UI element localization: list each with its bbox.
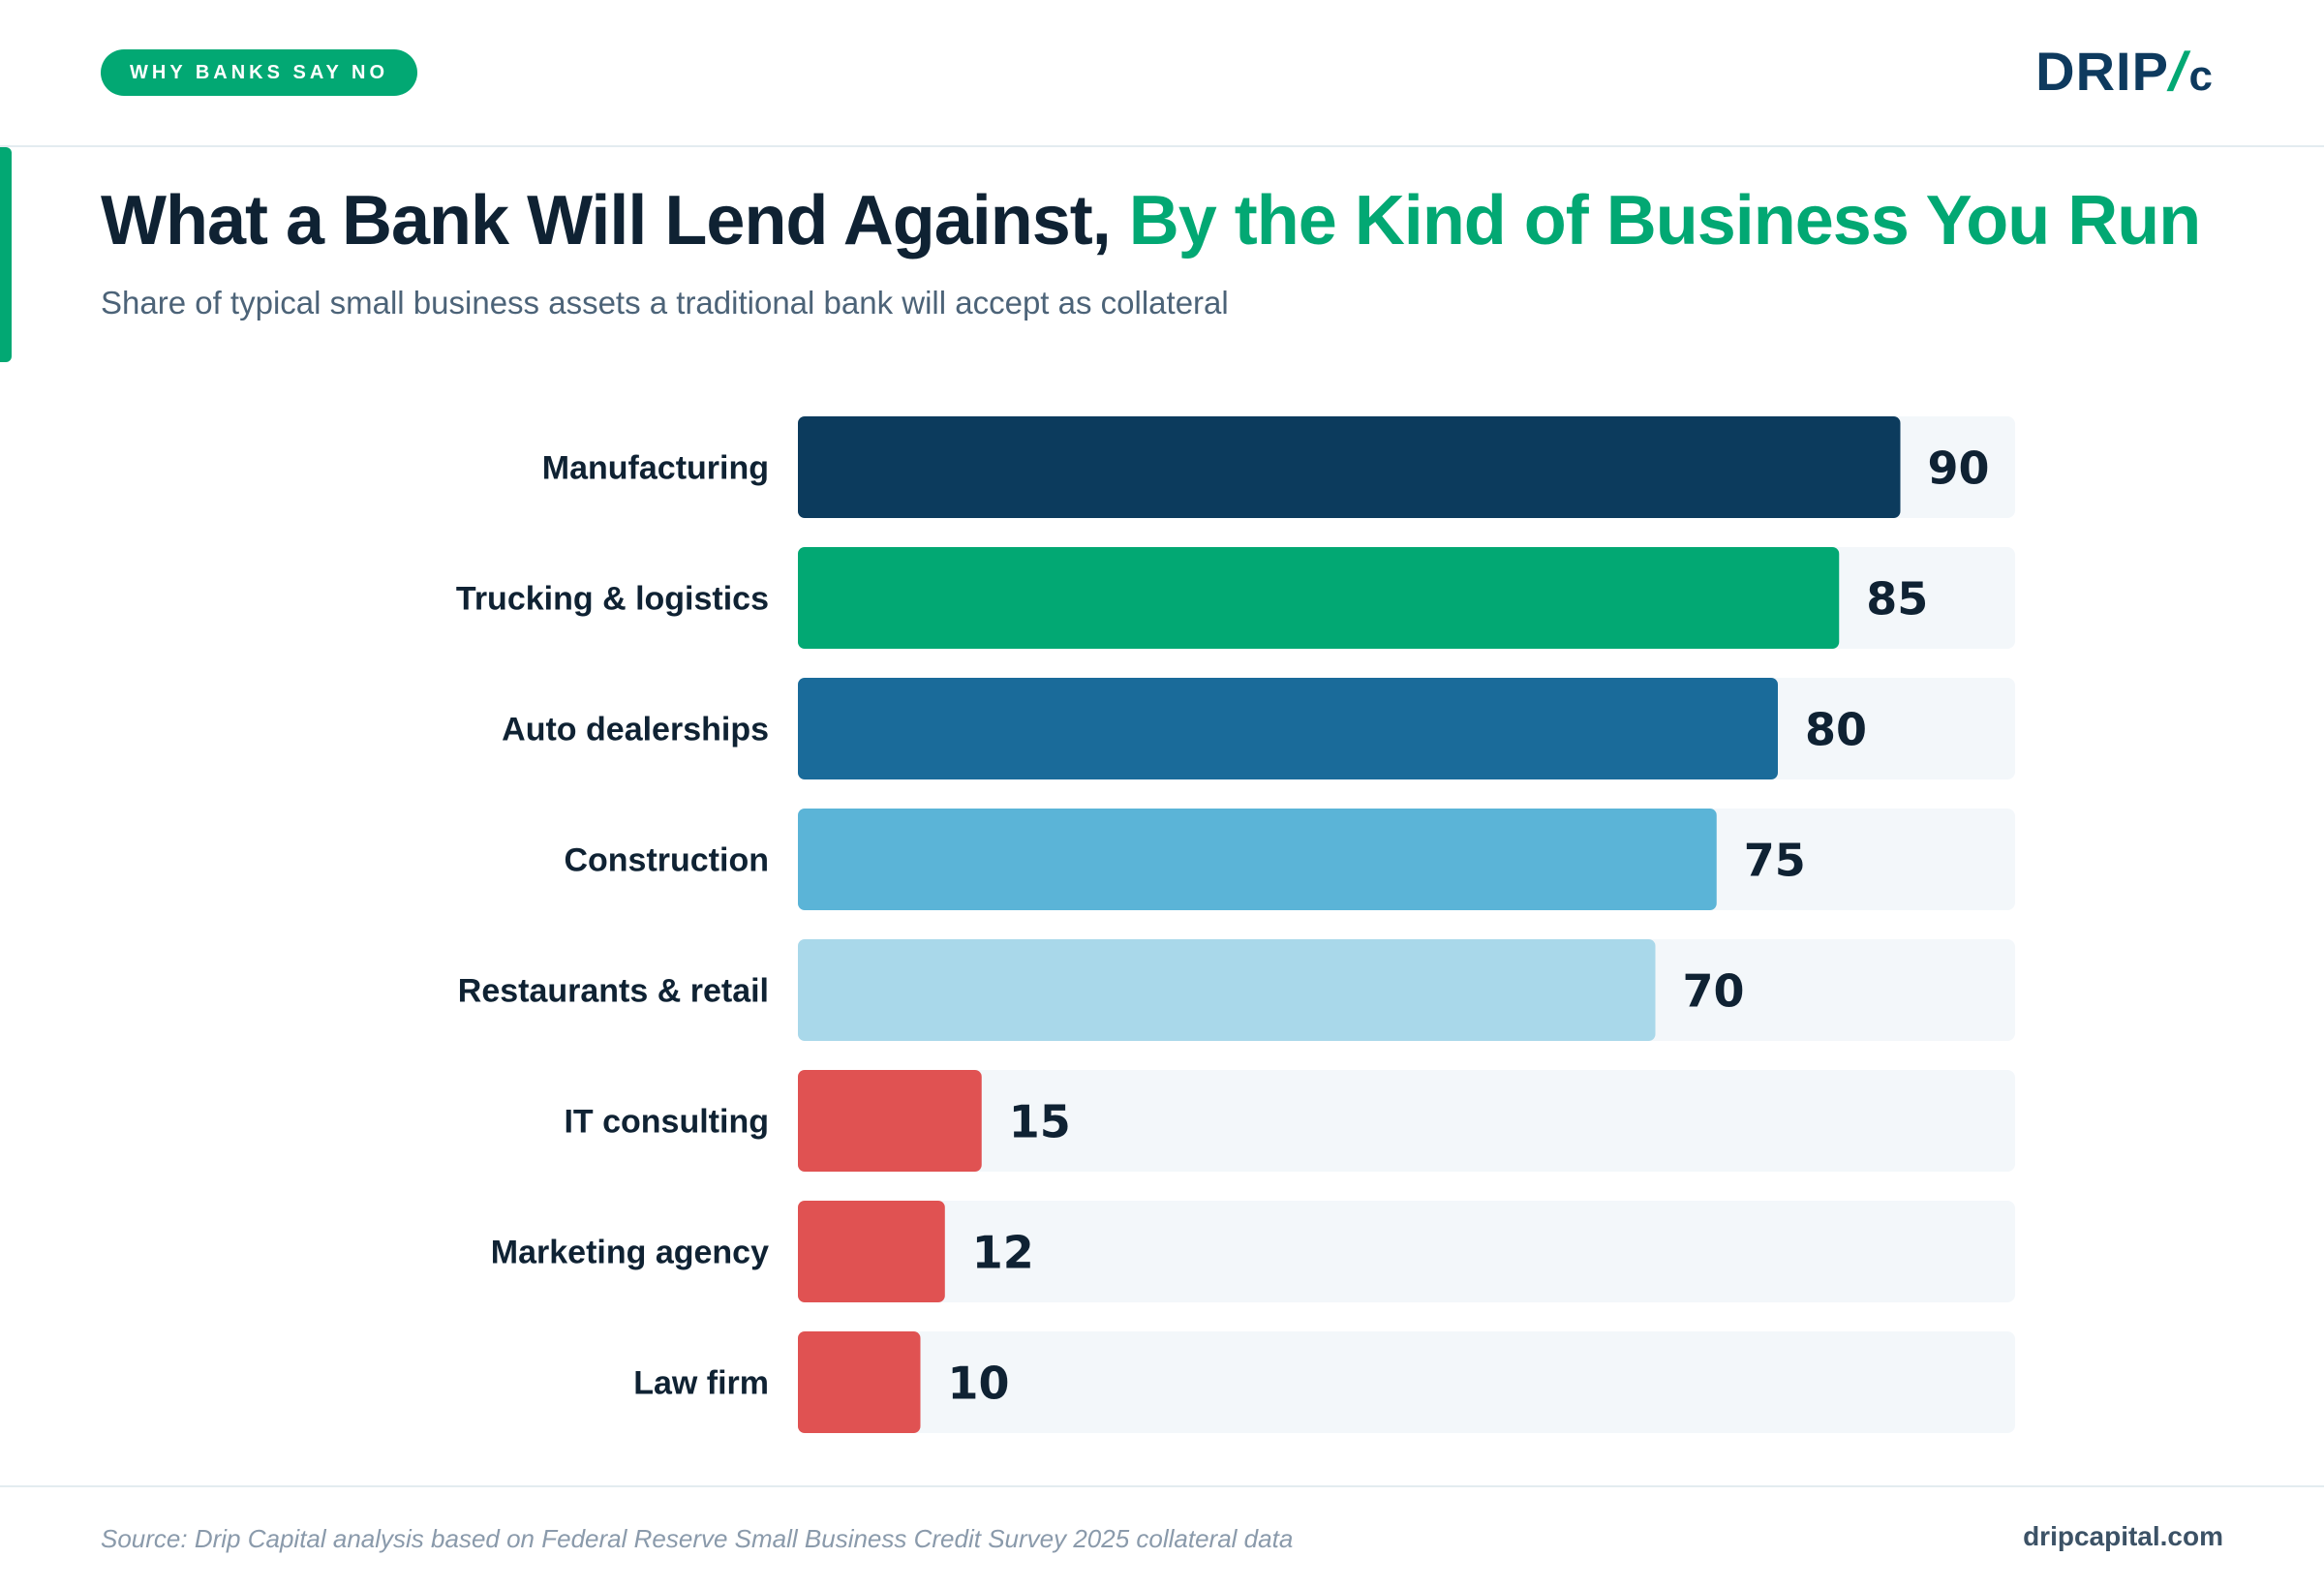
category-label-restaurants-retail: Restaurants & retail: [458, 973, 769, 1010]
title-part-green: By the Kind of Business You Run: [1128, 182, 2201, 260]
category-label-auto-dealerships: Auto dealerships: [502, 712, 769, 748]
category-label-marketing-agency: Marketing agency: [491, 1235, 769, 1271]
value-label-construction: 75: [1744, 835, 1806, 887]
source-note: Source: Drip Capital analysis based on F…: [101, 1524, 1294, 1553]
category-tag: WHY BANKS SAY NO: [101, 49, 418, 96]
chart-title: What a Bank Will Lend Against, By the Ki…: [101, 180, 2201, 261]
drip-capital-logo[interactable]: DRIP/c: [2035, 41, 2214, 102]
value-label-restaurants-retail: 70: [1683, 965, 1745, 1018]
bar-chart: Manufacturing 90 Trucking & logistics 85 Aut…: [456, 416, 2015, 1433]
bar-marketing-agency: [798, 1201, 945, 1302]
bar-it-consulting: [798, 1070, 982, 1172]
category-label-manufacturing: Manufacturing: [542, 450, 769, 487]
bar-manufacturing: [798, 416, 1901, 518]
title-part-dark: What a Bank Will Lend Against,: [101, 182, 1129, 260]
category-label-law-firm: Law firm: [633, 1365, 769, 1402]
value-label-marketing-agency: 12: [972, 1227, 1034, 1279]
chart-subtitle: Share of typical small business assets a…: [101, 285, 1229, 321]
bar-track-it-consulting: [798, 1070, 2015, 1172]
accent-bar: [0, 147, 12, 362]
value-label-auto-dealerships: 80: [1805, 704, 1867, 756]
category-label-trucking-logistics: Trucking & logistics: [456, 581, 769, 618]
value-label-law-firm: 10: [948, 1358, 1010, 1410]
bar-auto-dealerships: [798, 678, 1778, 779]
bar-track-marketing-agency: [798, 1201, 2015, 1302]
value-label-manufacturing: 90: [1928, 443, 1990, 495]
bar-track-law-firm: [798, 1331, 2015, 1433]
footer-divider: [0, 1485, 2324, 1487]
bar-construction: [798, 809, 1717, 910]
header: WHY BANKS SAY NO DRIP/c: [0, 0, 2324, 147]
value-label-trucking-logistics: 85: [1866, 573, 1928, 626]
category-label-it-consulting: IT consulting: [564, 1104, 769, 1141]
bar-law-firm: [798, 1331, 921, 1433]
value-label-it-consulting: 15: [1009, 1096, 1071, 1148]
category-label-construction: Construction: [564, 842, 769, 879]
website-link[interactable]: dripcapital.com: [2023, 1521, 2223, 1551]
bar-restaurants-retail: [798, 939, 1656, 1041]
bar-trucking-logistics: [798, 547, 1840, 649]
